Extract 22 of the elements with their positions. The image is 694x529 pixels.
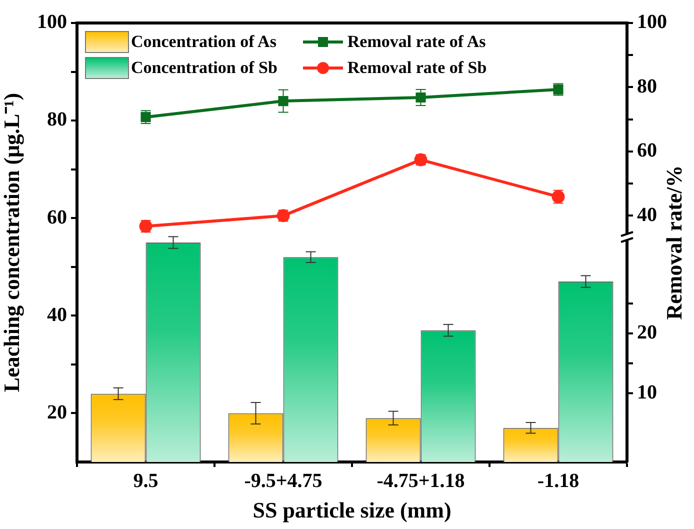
y-tick-label: 60 bbox=[47, 206, 67, 228]
x-axis-title: SS particle size (mm) bbox=[252, 497, 452, 522]
y3-tick-label: 20 bbox=[637, 322, 657, 344]
y2-tick-label: 80 bbox=[637, 75, 657, 98]
y-tick-label: 100 bbox=[37, 11, 67, 34]
y2-tick-label: 100 bbox=[637, 11, 667, 34]
y3-tick-label: 10 bbox=[637, 381, 657, 404]
x-tick-label: 9.5 bbox=[133, 470, 158, 492]
x-tick-label: -9.5+4.75 bbox=[244, 470, 322, 492]
y-tick-label: 40 bbox=[47, 304, 67, 326]
legend-label: Removal rate of Sb bbox=[347, 58, 487, 78]
y2-tick-label: 40 bbox=[637, 204, 657, 226]
y-axis-title: Leaching concentration (μg.L⁻¹) bbox=[0, 92, 24, 392]
legend-label: Concentration of As bbox=[131, 32, 276, 52]
legend-label: Concentration of Sb bbox=[131, 58, 278, 78]
y-tick-label: 80 bbox=[47, 108, 67, 131]
legend-label: Removal rate of As bbox=[347, 32, 486, 52]
y-tick-label: 20 bbox=[47, 401, 67, 424]
x-tick-label: -1.18 bbox=[537, 470, 580, 492]
y2-tick-label: 60 bbox=[637, 140, 657, 162]
y2-axis-title: Removal rate/% bbox=[662, 165, 687, 320]
x-tick-label: -4.75+1.18 bbox=[376, 470, 465, 492]
